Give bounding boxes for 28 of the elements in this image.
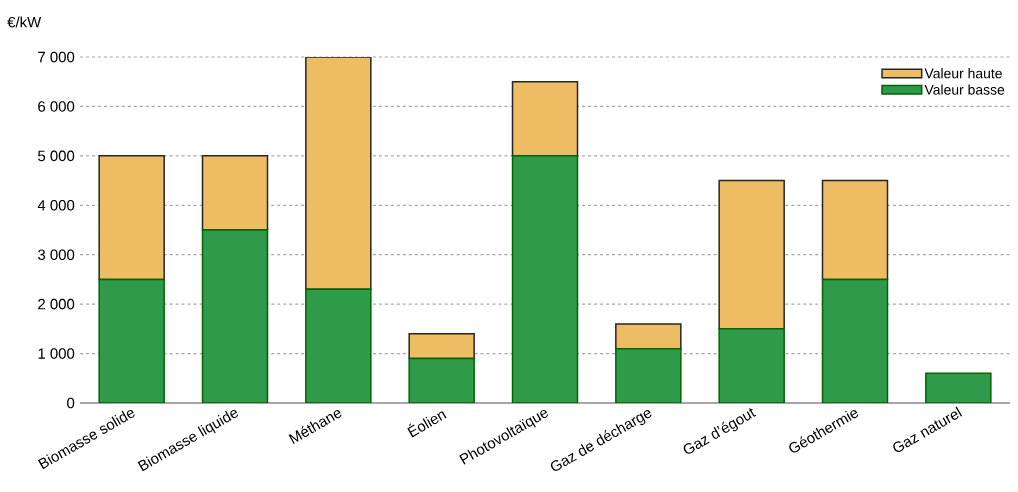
y-axis-title: €/kW [7, 16, 42, 28]
bar [821, 278, 889, 403]
y-tick-label: 2 000 [38, 298, 75, 310]
legend-label: Valeur haute [924, 68, 1002, 79]
bar [305, 288, 372, 403]
bar [408, 357, 475, 403]
bar [305, 57, 372, 291]
y-tick-label: 4 000 [37, 200, 75, 211]
y-tick-label: 3 000 [37, 249, 75, 260]
bar [201, 155, 269, 231]
bar [718, 179, 785, 330]
legend-label: Valeur basse [924, 84, 1005, 95]
bar [511, 155, 579, 403]
y-tick-label: 6 000 [38, 101, 75, 112]
bar [408, 333, 475, 360]
bar [925, 372, 992, 403]
y-tick-label: 7 000 [38, 51, 75, 63]
bar [98, 155, 165, 281]
bar [511, 80, 579, 157]
bar [718, 328, 785, 403]
bar [615, 323, 682, 350]
y-tick-label: 1 000 [38, 348, 75, 359]
bar [98, 278, 165, 403]
y-tick-label: 0 [67, 397, 75, 409]
bar [201, 229, 269, 403]
bar [615, 347, 682, 403]
y-tick-label: 5 000 [38, 150, 75, 162]
bar [821, 179, 889, 281]
